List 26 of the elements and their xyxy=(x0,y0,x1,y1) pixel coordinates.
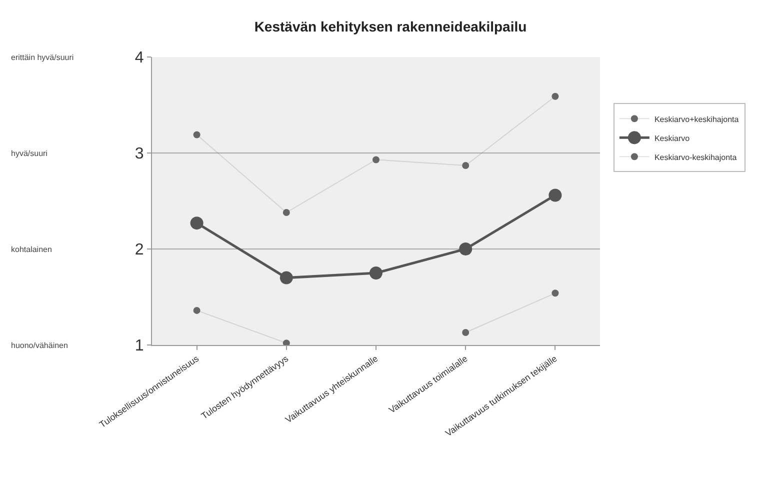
point xyxy=(280,271,293,284)
y-tick-label: 3 xyxy=(134,146,144,163)
y-tick-label: 4 xyxy=(134,50,144,67)
point xyxy=(193,306,200,314)
y-tick-label: 1 xyxy=(134,338,144,355)
point xyxy=(462,162,470,169)
legend-label: Keskiarvo+keskihajonta xyxy=(654,114,740,124)
text: kohtalainen xyxy=(11,245,52,254)
y-tick-label: 2 xyxy=(134,242,144,259)
point xyxy=(282,209,290,216)
legend-label: Keskiarvo-keskihajonta xyxy=(654,152,738,162)
point xyxy=(372,156,380,164)
text: huono/vähäinen xyxy=(11,341,68,350)
point xyxy=(552,290,559,297)
text: erittäin hyvä/suuri xyxy=(11,53,74,62)
point xyxy=(462,329,470,336)
point xyxy=(459,242,472,256)
legend-label: Keskiarvo xyxy=(654,134,690,143)
point xyxy=(190,216,204,230)
point xyxy=(552,92,559,100)
point xyxy=(193,131,200,138)
chart-title: Kestävän kehityksen rakenneideakilpailu xyxy=(254,18,527,34)
point xyxy=(548,188,562,202)
text: hyvä/suuri xyxy=(11,149,48,158)
point xyxy=(370,266,382,280)
point xyxy=(282,340,290,345)
